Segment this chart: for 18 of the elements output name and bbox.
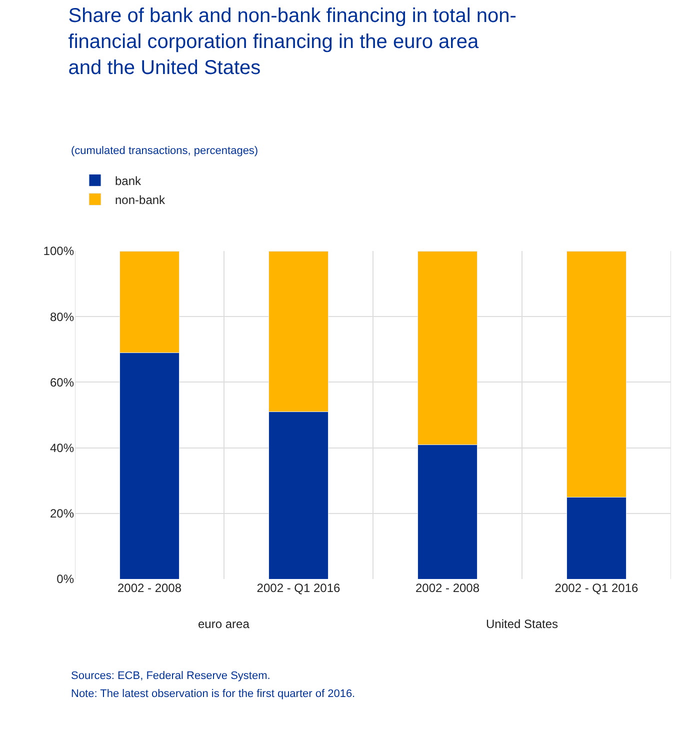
text: United States (486, 617, 558, 631)
source-note: Sources: ECB, Federal Reserve System. (71, 670, 270, 682)
x-tick-label: 2002 - 2008 (117, 581, 182, 595)
x-tick-label: 2002 - Q1 2016 (554, 581, 639, 595)
x-tick-label: 2002 - Q1 2016 (256, 581, 341, 595)
y-tick-label: 40% (50, 441, 74, 455)
y-tick-label: 80% (50, 310, 74, 324)
legend-label: bank (115, 174, 142, 188)
x-tick-label: 2002 - 2008 (415, 581, 480, 595)
y-tick-label: 60% (50, 375, 74, 390)
y-tick-label: 0% (56, 572, 74, 586)
legend-label: non-bank (115, 192, 166, 207)
text: Note: The latest observation is for the first quarter of 2016. (71, 688, 356, 700)
text: euro area (198, 617, 250, 631)
chart-title: Share of bank and non-bank financing in total non-financial corporation financing in the euro area and the United States (68, 5, 516, 80)
y-tick-label: 100% (43, 244, 74, 258)
y-tick-label: 20% (50, 506, 74, 521)
chart-subtitle: (cumulated transactions, percentages) (71, 145, 258, 157)
